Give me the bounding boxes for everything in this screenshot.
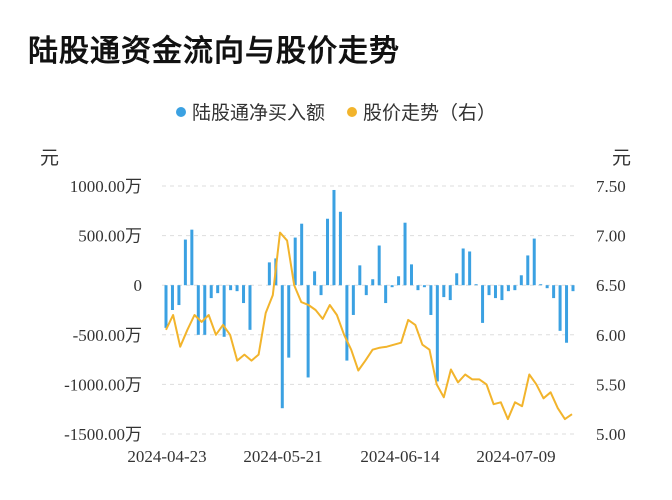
y-left-tick-label: 1000.00万 xyxy=(70,177,142,196)
y-right-tick-label: 5.50 xyxy=(596,375,626,394)
net-buy-bar xyxy=(351,285,355,315)
net-buy-bar xyxy=(500,285,504,301)
y-right-tick-label: 5.00 xyxy=(596,425,626,444)
net-buy-bar xyxy=(474,284,478,286)
net-buy-bar xyxy=(461,248,465,286)
net-buy-bar xyxy=(435,285,439,382)
net-buy-bar xyxy=(293,237,297,286)
net-buy-bar xyxy=(209,285,213,299)
net-buy-bar xyxy=(222,285,226,337)
y-right-tick-label: 6.00 xyxy=(596,326,626,345)
net-buy-bar xyxy=(397,276,401,286)
y-right-tick-label: 6.50 xyxy=(596,276,626,295)
net-buy-bar xyxy=(229,285,233,291)
x-tick-label: 2024-06-14 xyxy=(360,447,440,466)
net-buy-bar xyxy=(345,285,349,361)
net-buy-bar xyxy=(481,285,485,323)
net-buy-bar xyxy=(170,285,174,310)
net-buy-bar xyxy=(455,273,459,286)
x-tick-label: 2024-04-23 xyxy=(127,447,206,466)
net-buy-bar xyxy=(429,285,433,315)
net-buy-bar xyxy=(513,285,517,291)
net-buy-bar xyxy=(280,285,284,409)
x-tick-label: 2024-05-21 xyxy=(243,447,322,466)
net-buy-bar xyxy=(313,271,317,286)
net-buy-bar xyxy=(177,285,181,306)
net-buy-bar xyxy=(442,285,446,298)
net-buy-bar xyxy=(235,285,239,292)
net-buy-bar xyxy=(300,223,304,286)
net-buy-bar xyxy=(448,285,452,301)
net-buy-bar xyxy=(558,285,562,331)
net-buy-bar xyxy=(487,285,491,296)
net-buy-bar xyxy=(248,285,252,330)
chart-title: 陆股通资金流向与股价走势 xyxy=(28,34,400,69)
y-right-tick-label: 7.00 xyxy=(596,227,626,246)
legend: 陆股通净买入额 股价走势（右） xyxy=(0,98,672,125)
y-left-tick-label: 500.00万 xyxy=(78,227,142,246)
left-axis-unit: 元 xyxy=(40,147,60,169)
legend-dot-net-buy xyxy=(175,106,186,117)
net-buy-bar xyxy=(338,211,342,286)
net-buy-bar xyxy=(364,285,368,296)
x-tick-label: 2024-07-09 xyxy=(476,447,555,466)
net-buy-bar xyxy=(519,275,523,286)
legend-item-net-buy[interactable]: 陆股通净买入额 xyxy=(175,98,325,125)
net-buy-bar xyxy=(319,285,323,296)
net-buy-bar xyxy=(332,189,336,286)
net-buy-bar xyxy=(526,255,530,286)
net-buy-bar xyxy=(287,285,291,358)
legend-item-price[interactable]: 股价走势（右） xyxy=(347,98,496,125)
net-buy-bar xyxy=(371,279,375,286)
y-left-tick-label: -1500.00万 xyxy=(64,425,142,444)
net-buy-bar xyxy=(267,262,271,286)
net-buy-bar xyxy=(190,229,194,286)
net-buy-bar xyxy=(164,285,168,328)
net-buy-bar xyxy=(565,285,569,343)
right-axis-unit: 元 xyxy=(612,147,632,169)
y-left-tick-label: -500.00万 xyxy=(73,326,142,345)
net-buy-bar xyxy=(216,285,220,294)
net-buy-bar xyxy=(409,264,413,286)
net-buy-bar xyxy=(377,245,381,286)
net-buy-bar xyxy=(416,285,420,291)
net-buy-bar xyxy=(571,285,575,292)
y-left-tick-label: -1000.00万 xyxy=(64,375,142,394)
legend-label-net-buy: 陆股通净买入额 xyxy=(191,102,325,124)
y-right-tick-label: 7.50 xyxy=(596,177,626,196)
net-buy-bar xyxy=(506,285,510,292)
legend-dot-price xyxy=(347,106,358,117)
net-buy-bar xyxy=(196,285,200,335)
net-buy-bar xyxy=(403,222,407,286)
net-buy-bar xyxy=(390,285,394,288)
net-buy-bar xyxy=(384,285,388,304)
net-buy-bar xyxy=(203,285,207,335)
legend-label-price: 股价走势（右） xyxy=(363,102,497,124)
net-buy-bar xyxy=(183,239,187,286)
net-buy-bar xyxy=(326,218,330,286)
price-line xyxy=(165,231,573,421)
net-buy-bar xyxy=(242,285,246,304)
net-buy-bar xyxy=(422,285,426,288)
net-buy-bar xyxy=(493,285,497,299)
net-buy-bar xyxy=(358,265,362,286)
net-buy-bar xyxy=(306,285,310,378)
net-buy-bar xyxy=(552,285,556,299)
net-buy-bar xyxy=(532,238,536,286)
y-left-tick-label: 0 xyxy=(134,276,143,295)
net-buy-bar xyxy=(468,251,472,286)
net-buy-bar xyxy=(545,285,549,289)
net-buy-bar xyxy=(539,284,543,286)
